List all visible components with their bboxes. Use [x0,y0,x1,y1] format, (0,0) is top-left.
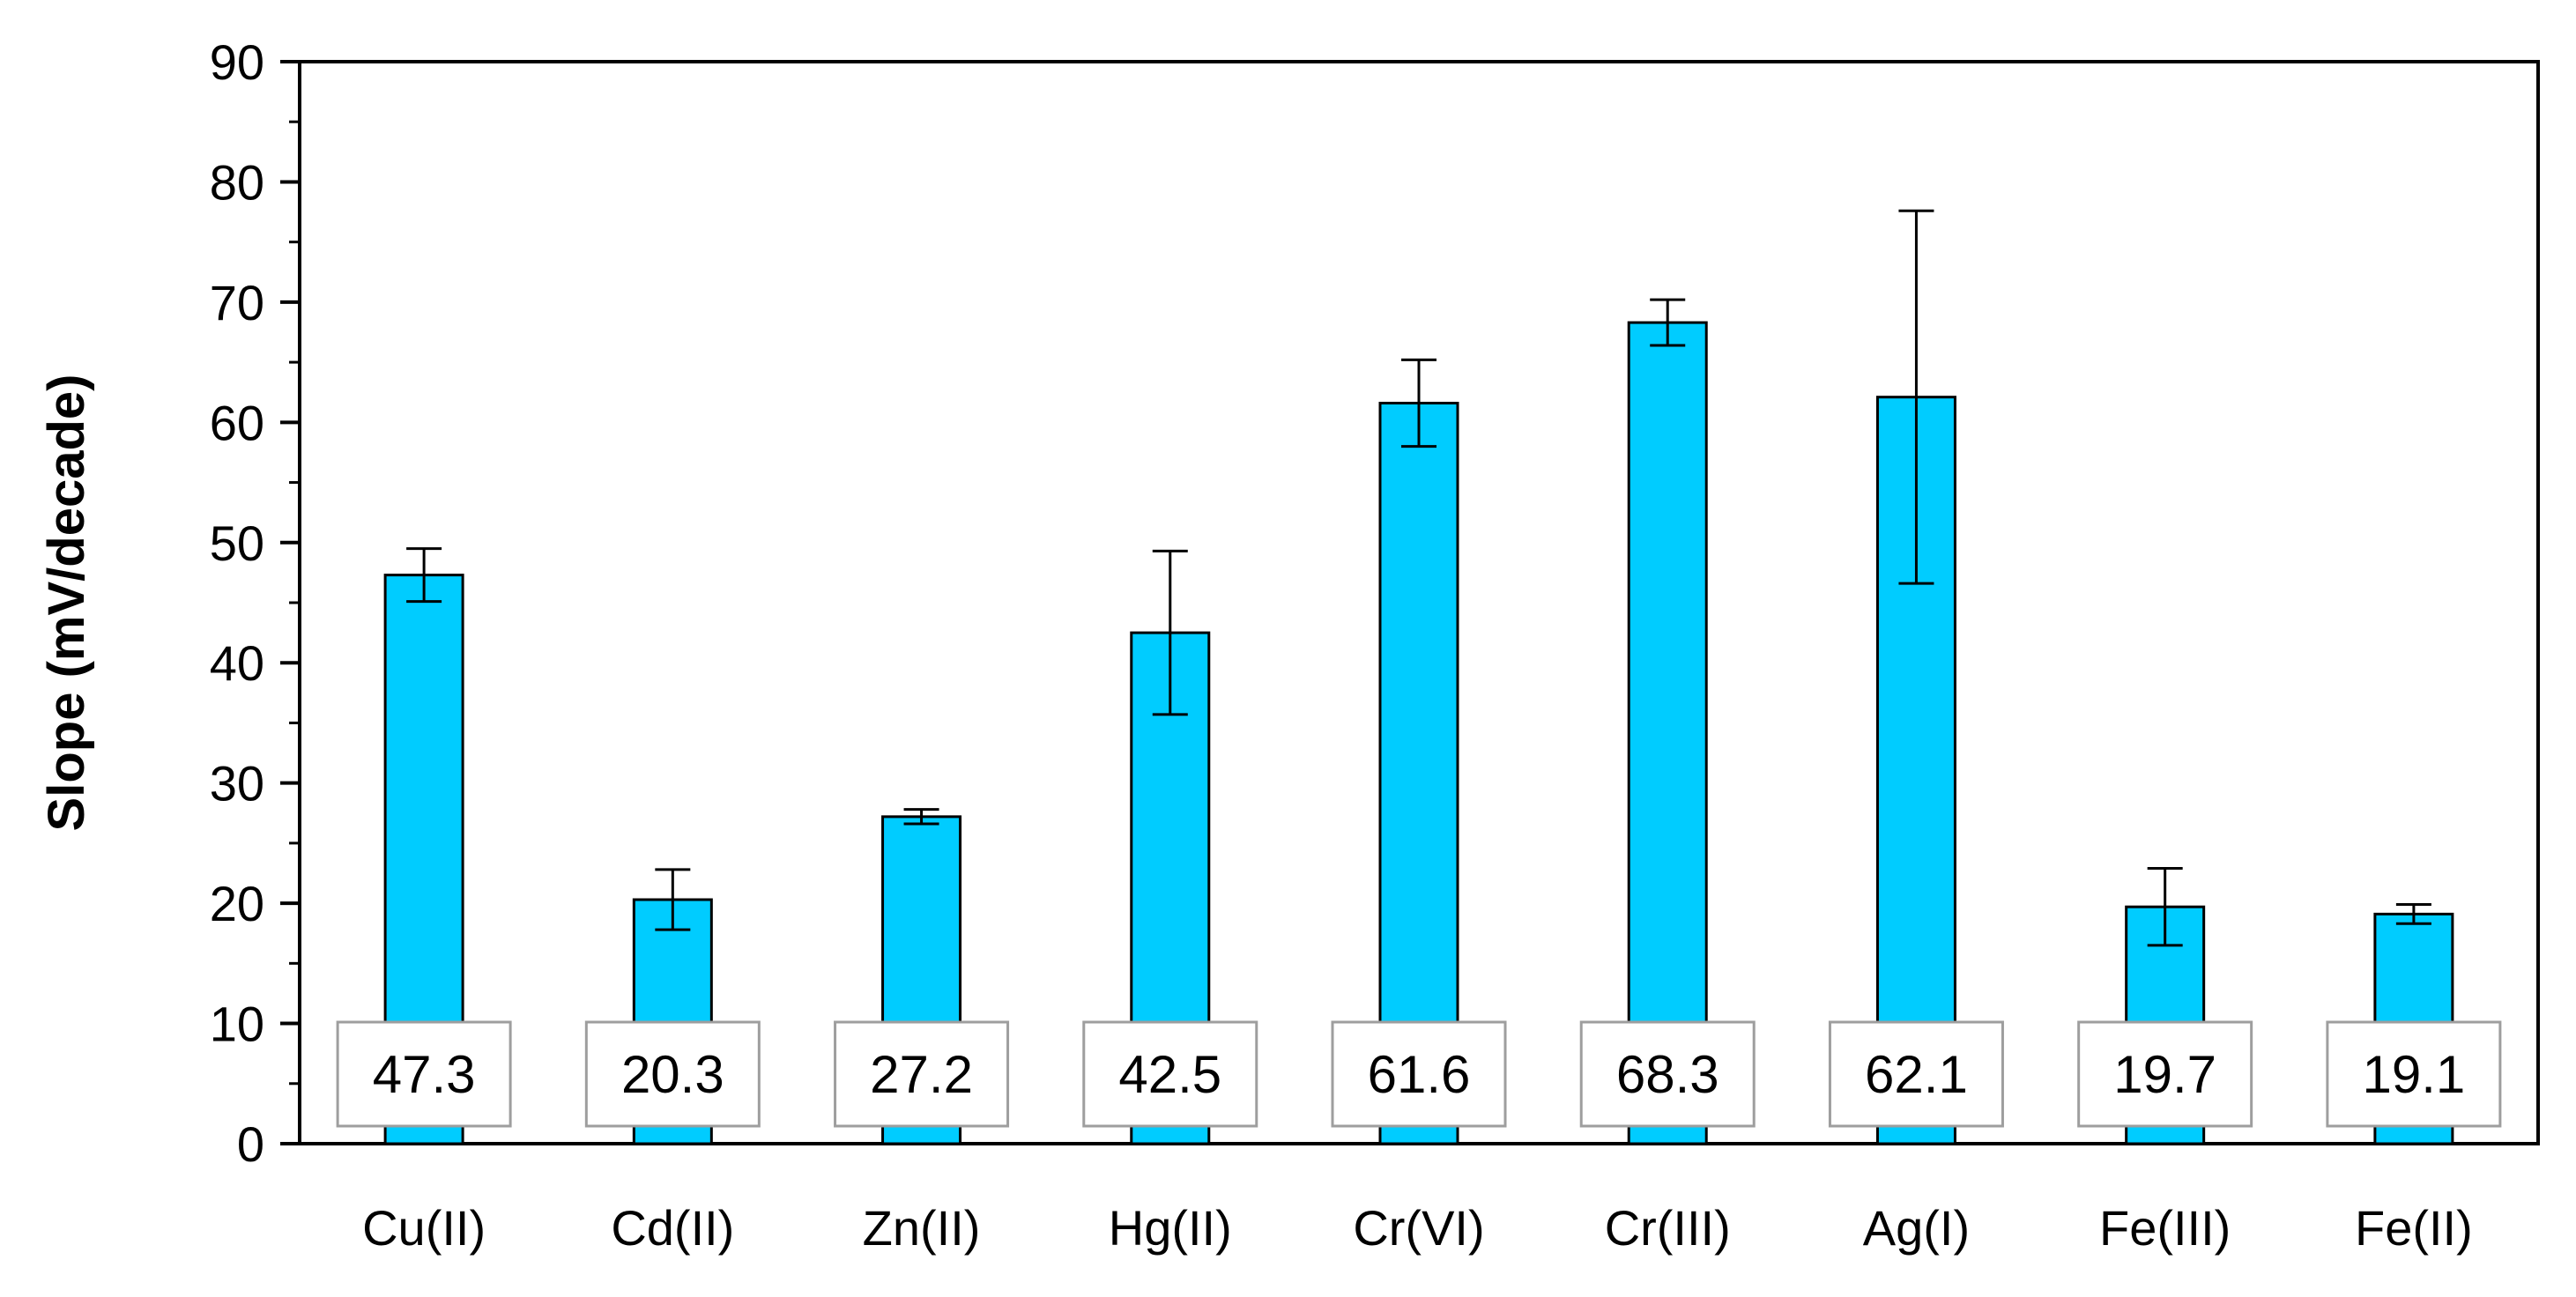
y-tick-label: 10 [210,997,264,1052]
x-category-label: Fe(II) [2355,1200,2473,1256]
x-category-label: Cr(III) [1605,1200,1731,1256]
data-label: 47.3 [373,1045,476,1104]
x-category-label: Cr(VI) [1353,1200,1484,1256]
y-axis-title: Slope (mV/decade) [38,374,95,832]
data-label-box [584,1020,761,1128]
data-label: 19.7 [2113,1045,2216,1104]
bar [1627,321,1708,1145]
data-label: 61.6 [1368,1045,1471,1104]
x-category-label: Hg(II) [1109,1200,1232,1256]
data-labels: 47.3 20.3 27.2 42.5 61.6 68.3 62.1 19.7 19.1 [336,1020,2502,1128]
y-tick-label: 0 [237,1116,264,1172]
data-label: 20.3 [621,1045,724,1104]
data-label-box [1828,1020,2004,1128]
y-tick-label: 50 [210,515,264,571]
data-label-box [1331,1020,1507,1128]
error-bars [406,209,2431,947]
y-tick-label: 20 [210,876,264,931]
data-label-box [834,1020,1010,1128]
x-axis: Cu(II) Cd(II) Zn(II) Hg(II) Cr(VI) Cr(III) Ag(… [362,1200,2473,1256]
y-tick-label: 40 [210,635,264,691]
y-axis: 0 10 20 30 40 50 60 70 80 90 [210,34,300,1172]
bar [1378,402,1459,1145]
y-tick-label: 70 [210,275,264,330]
data-label: 42.5 [1118,1045,1221,1104]
x-category-label: Cu(II) [362,1200,486,1256]
data-label-box [336,1020,512,1128]
data-label: 19.1 [2362,1045,2465,1104]
data-label: 27.2 [870,1045,973,1104]
y-tick-label: 30 [210,756,264,812]
x-category-label: Ag(I) [1863,1200,1970,1256]
y-tick-label: 90 [210,34,264,90]
data-label-box [1082,1020,1258,1128]
data-label-box [2326,1020,2502,1128]
data-label-box [2077,1020,2253,1128]
x-category-label: Cd(II) [611,1200,734,1256]
y-tick-label: 80 [210,154,264,210]
x-category-label: Zn(II) [863,1200,981,1256]
data-label: 68.3 [1616,1045,1719,1104]
data-label-box [1579,1020,1756,1128]
x-category-label: Fe(III) [2099,1200,2231,1256]
data-label: 62.1 [1865,1045,1968,1104]
y-tick-label: 60 [210,395,264,450]
